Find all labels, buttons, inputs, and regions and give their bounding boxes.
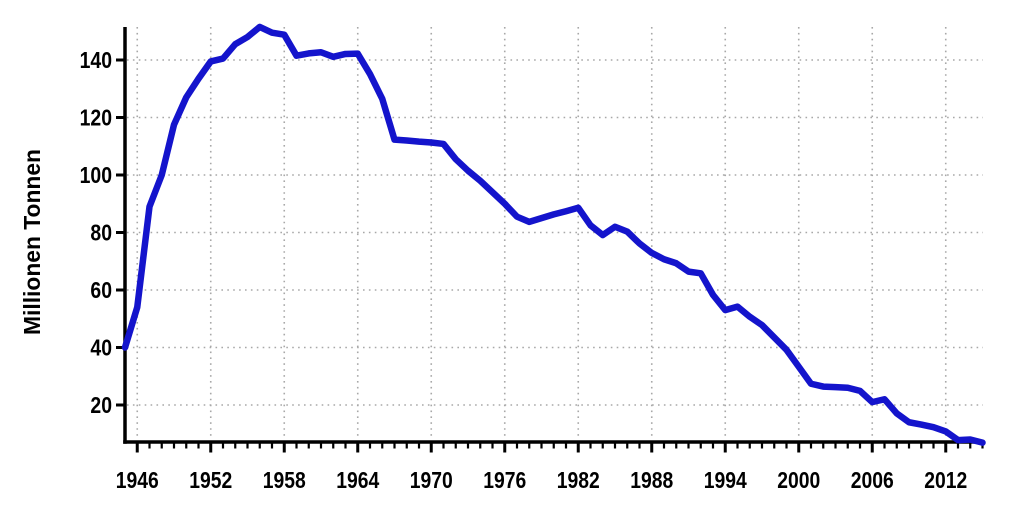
y-tick-label: 120 bbox=[80, 105, 112, 131]
x-tick-label: 1946 bbox=[116, 467, 159, 493]
axis-ticks bbox=[116, 58, 984, 453]
x-tick-label: 1952 bbox=[189, 467, 232, 493]
y-tick-label: 80 bbox=[90, 220, 112, 246]
x-tick-label: 1994 bbox=[704, 467, 747, 493]
data-line bbox=[121, 23, 986, 446]
x-tick-labels: 1946 1952 1958 1964 1970 1976 1982 1988 1994 2000… bbox=[116, 467, 968, 493]
y-tick-label: 60 bbox=[90, 277, 112, 303]
y-axis-title: Millionen Tonnen bbox=[19, 149, 45, 335]
x-tick-label: 1982 bbox=[557, 467, 600, 493]
x-tick-label: 2006 bbox=[851, 467, 894, 493]
axes bbox=[123, 27, 983, 444]
x-tick-label: 1988 bbox=[630, 467, 673, 493]
y-tick-label: 140 bbox=[80, 47, 112, 73]
gridlines bbox=[127, 27, 983, 440]
x-tick-label: 1958 bbox=[263, 467, 306, 493]
x-tick-label: 1964 bbox=[336, 467, 379, 493]
y-tick-label: 40 bbox=[90, 335, 112, 361]
x-tick-label: 2000 bbox=[777, 467, 820, 493]
x-tick-label: 2012 bbox=[924, 467, 967, 493]
x-tick-label: 1976 bbox=[483, 467, 526, 493]
x-tick-label: 1970 bbox=[410, 467, 453, 493]
y-tick-label: 20 bbox=[90, 392, 112, 418]
y-tick-label: 100 bbox=[80, 162, 112, 188]
y-tick-labels: 20 40 60 80 100 120 140 bbox=[80, 47, 112, 418]
